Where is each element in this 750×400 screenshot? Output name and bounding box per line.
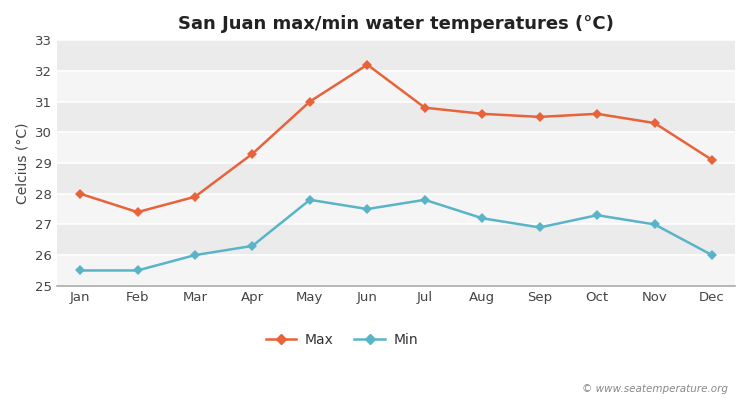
Y-axis label: Celcius (°C): Celcius (°C) [15,122,29,204]
Max [305,99,314,104]
Min [190,253,200,258]
Bar [57,71,735,102]
Legend: Max, Min: Max, Min [260,327,424,352]
Min [650,222,659,227]
Min [420,198,429,202]
Bar [57,132,735,163]
Bar [57,255,735,286]
Text: © www.seatemperature.org: © www.seatemperature.org [581,384,728,394]
Min [592,213,602,218]
Max [536,114,544,119]
Line: Max: Max [76,61,716,216]
Min [536,225,544,230]
Max [76,191,85,196]
Bar [57,194,735,224]
Min [478,216,487,221]
Max [248,151,257,156]
Max [133,210,142,214]
Max [478,112,487,116]
Max [190,194,200,199]
Min [363,207,372,212]
Title: San Juan max/min water temperatures (°C): San Juan max/min water temperatures (°C) [178,15,614,33]
Max [707,158,716,162]
Min [248,244,257,248]
Line: Min: Min [76,196,716,274]
Min [707,253,716,258]
Min [133,268,142,273]
Min [305,198,314,202]
Max [592,112,602,116]
Max [420,105,429,110]
Min [76,268,85,273]
Max [363,62,372,67]
Max [650,121,659,126]
